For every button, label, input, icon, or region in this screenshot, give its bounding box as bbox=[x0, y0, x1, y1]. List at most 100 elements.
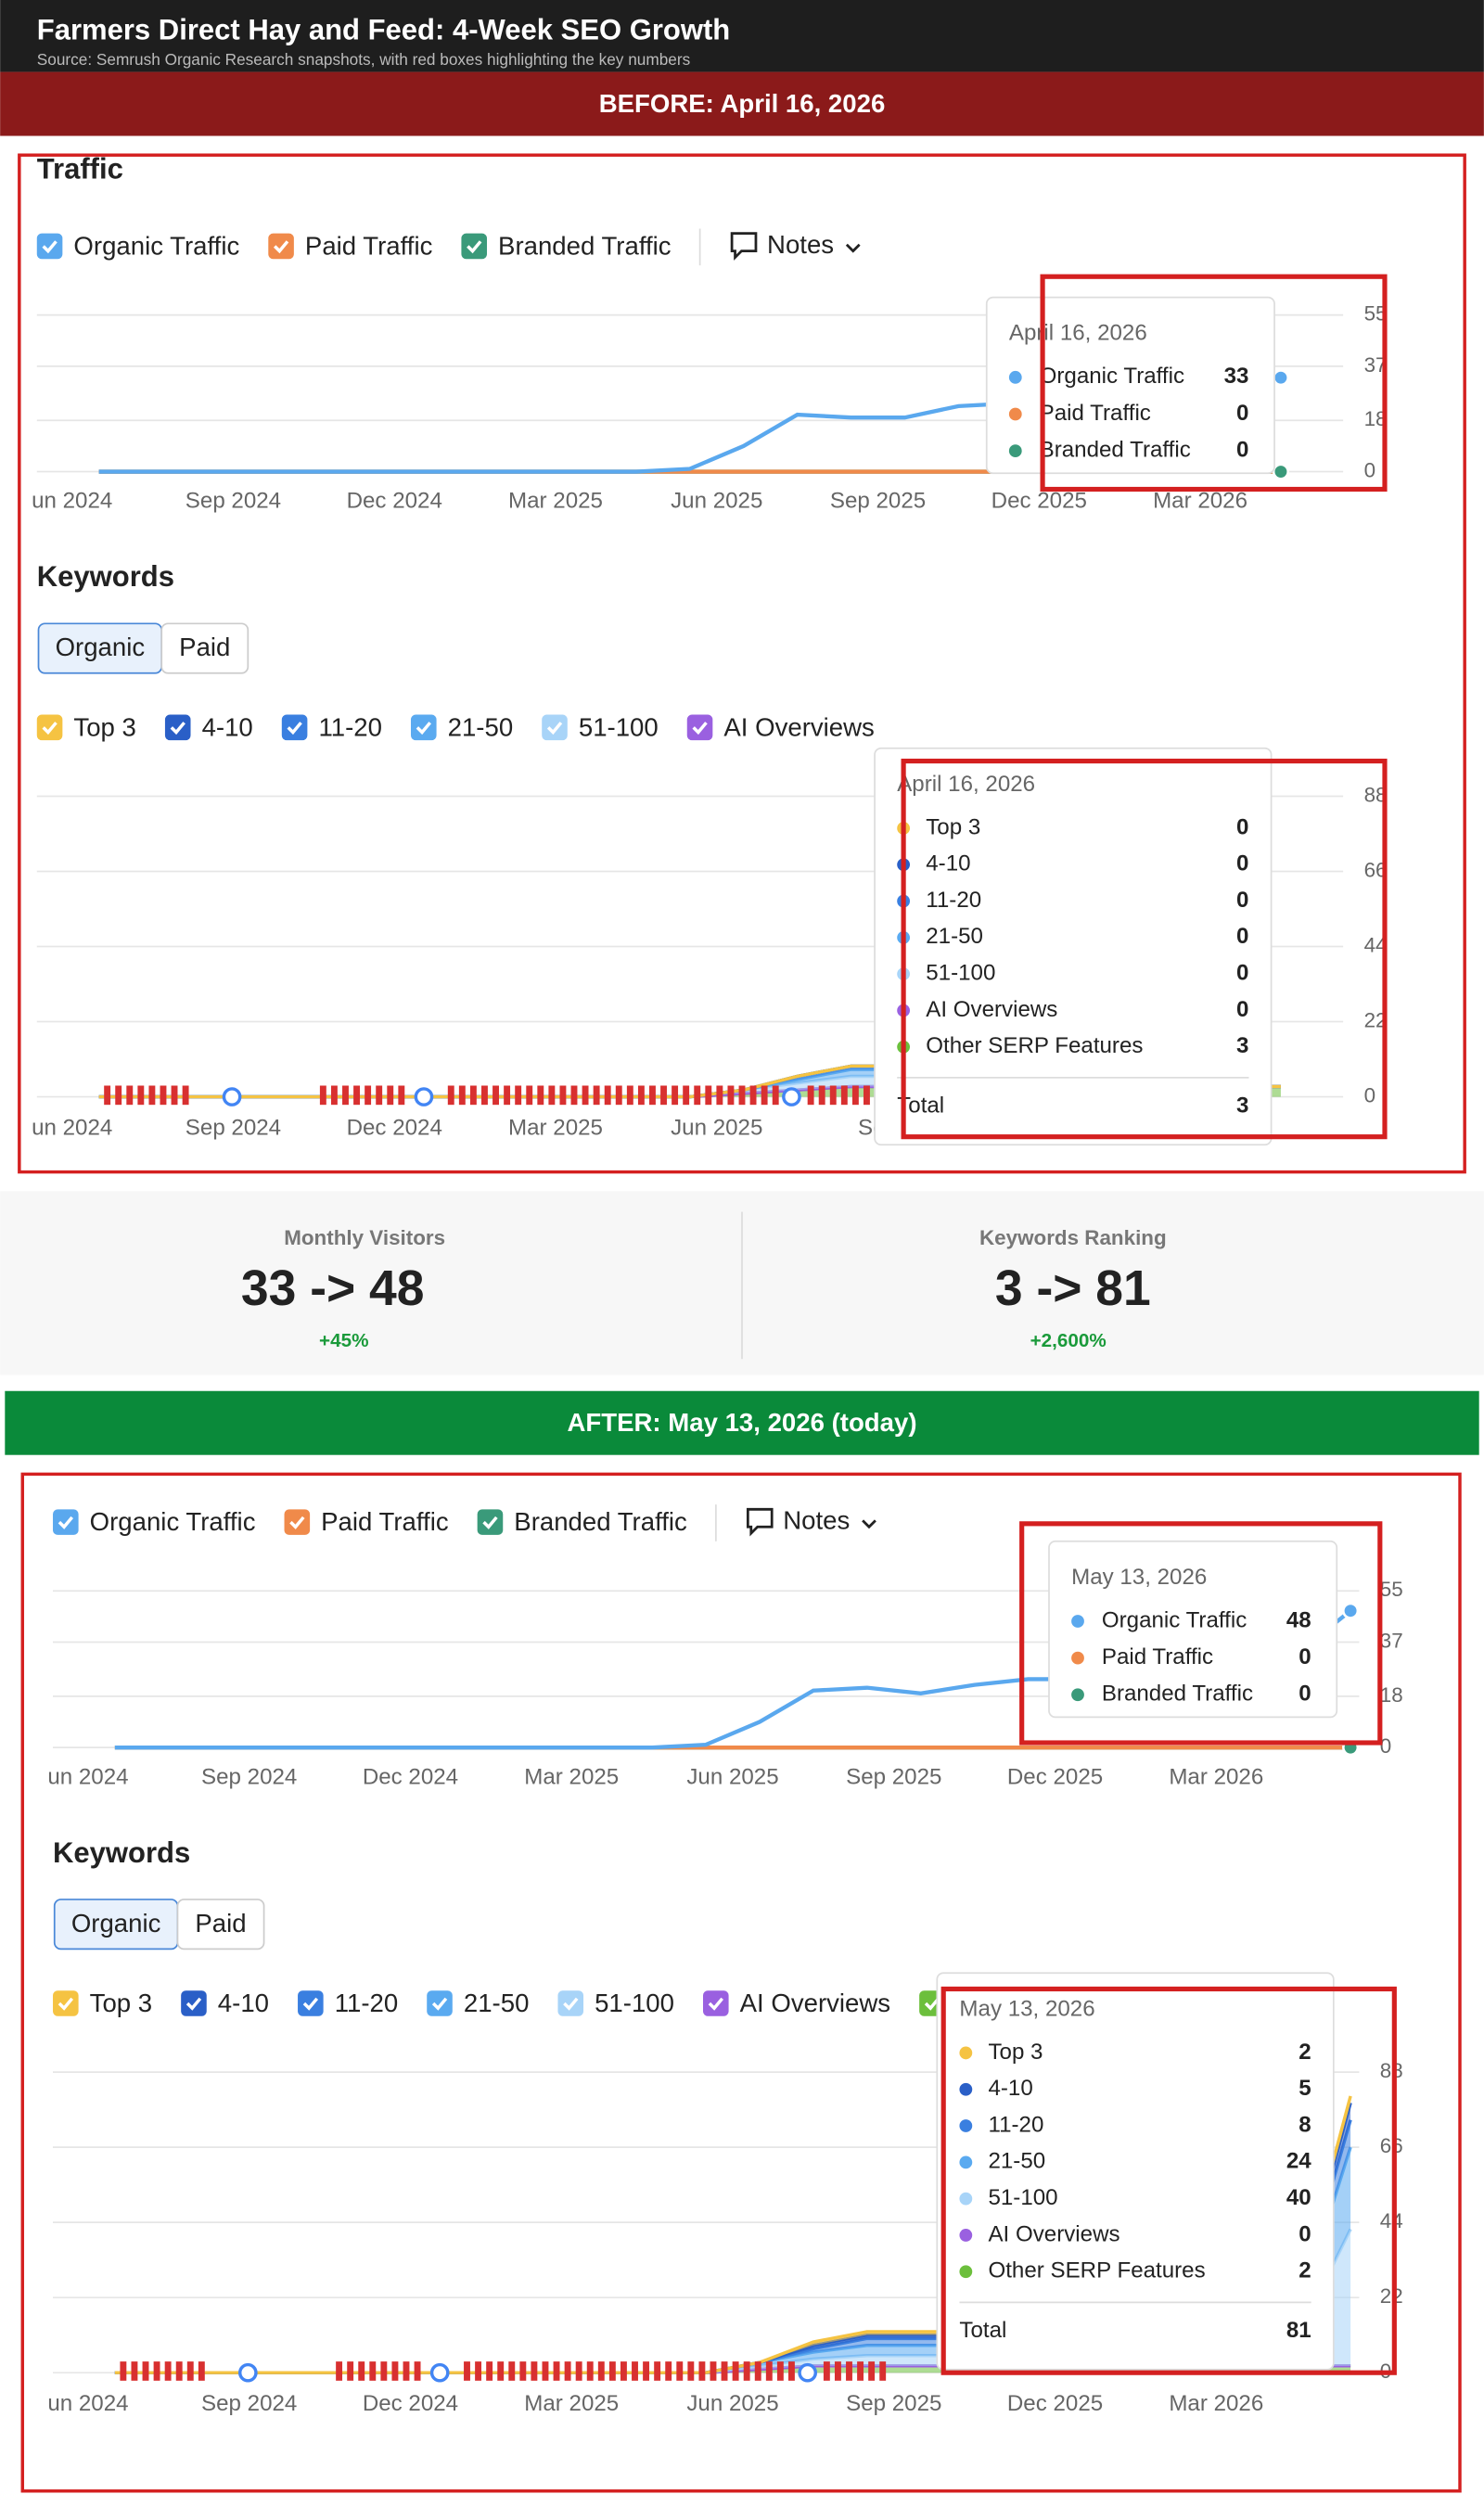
notes-button[interactable]: Notes bbox=[767, 230, 834, 259]
event-marker bbox=[604, 1085, 611, 1106]
x-tick-label: Jun 2025 bbox=[671, 489, 762, 514]
tab-label: Paid bbox=[179, 633, 230, 661]
chevron bbox=[845, 243, 861, 253]
event-marker bbox=[829, 1085, 837, 1106]
tooltip-dot bbox=[959, 2082, 973, 2096]
event-marker bbox=[879, 2361, 887, 2381]
y-tick-label: 44 bbox=[1380, 2209, 1403, 2232]
x-tick-label: Sep 2025 bbox=[846, 2391, 941, 2416]
x-tick-label: Sep 2024 bbox=[186, 1115, 281, 1140]
event-marker bbox=[749, 1085, 757, 1106]
event-marker bbox=[531, 2361, 538, 2381]
tooltip-value: 24 bbox=[1286, 2149, 1311, 2174]
tooltip-total: 3 bbox=[1236, 1093, 1248, 1118]
tab[interactable] bbox=[160, 622, 249, 674]
highlight-box bbox=[901, 758, 1388, 1140]
tooltip-value: 0 bbox=[1236, 997, 1248, 1022]
legend-checkbox bbox=[557, 1990, 584, 2016]
tooltip-dot bbox=[1008, 407, 1022, 421]
tooltip-value: 0 bbox=[1236, 961, 1248, 986]
tooltip-value: 0 bbox=[1298, 1682, 1311, 1707]
tooltip-label: 21-50 bbox=[926, 924, 983, 949]
event-marker bbox=[336, 2361, 343, 2381]
y-tick-label: 18 bbox=[1380, 1683, 1403, 1707]
tooltip-dot bbox=[959, 2192, 973, 2206]
event-marker bbox=[504, 1085, 511, 1106]
x-tick-label: Sep 2024 bbox=[186, 489, 281, 514]
event-marker bbox=[160, 1085, 167, 1106]
event-marker bbox=[851, 1085, 859, 1106]
event-marker bbox=[743, 2361, 750, 2381]
event-marker bbox=[660, 1085, 667, 1106]
tooltip-dot bbox=[959, 2046, 973, 2060]
tooltip-value: 2 bbox=[1298, 2040, 1311, 2065]
checkmark bbox=[273, 240, 289, 254]
tooltip-value: 2 bbox=[1298, 2258, 1311, 2283]
legend-checkbox bbox=[53, 1509, 79, 1535]
legend-checkbox bbox=[36, 714, 63, 741]
tooltip-value: 0 bbox=[1298, 1644, 1311, 1669]
event-marker bbox=[716, 1085, 723, 1106]
x-tick-label: un 2024 bbox=[47, 2391, 128, 2416]
notes-button[interactable]: Notes bbox=[783, 1505, 850, 1534]
x-tick-label: Dec 2025 bbox=[991, 489, 1087, 514]
panels: Traffic Organic Traffic Paid Traffic Brande… bbox=[32, 153, 1403, 2416]
tooltip-dot bbox=[1008, 370, 1022, 384]
event-marker bbox=[626, 1085, 633, 1106]
tooltip-value: 0 bbox=[1236, 888, 1248, 913]
x-tick-label: un 2024 bbox=[32, 489, 112, 514]
tooltip-value: 5 bbox=[1298, 2076, 1311, 2101]
legend-label: Paid Traffic bbox=[321, 1507, 449, 1536]
tooltip-value: 0 bbox=[1236, 814, 1248, 839]
event-marker bbox=[615, 1085, 622, 1106]
event-marker bbox=[319, 1085, 326, 1106]
event-marker bbox=[153, 2361, 160, 2381]
tooltip-dot bbox=[1071, 1615, 1084, 1628]
x-tick-label: Dec 2024 bbox=[363, 1764, 458, 1789]
legend-label: Organic Traffic bbox=[73, 231, 239, 260]
x-tick-label: Dec 2025 bbox=[1007, 2391, 1103, 2416]
tooltip-label: Other SERP Features bbox=[988, 2258, 1205, 2283]
event-marker bbox=[620, 2361, 627, 2381]
event-marker bbox=[698, 2361, 706, 2381]
tooltip-label: Organic Traffic bbox=[1040, 364, 1184, 389]
summary-value: 3 -> 81 bbox=[995, 1261, 1151, 1316]
tooltip-label: AI Overviews bbox=[926, 997, 1057, 1022]
summary-label: Keywords Ranking bbox=[979, 1226, 1167, 1249]
google-marker bbox=[414, 1087, 434, 1106]
legend-label: 21-50 bbox=[448, 712, 514, 741]
legend-label: Paid Traffic bbox=[305, 231, 433, 260]
tooltip-value: 0 bbox=[1236, 924, 1248, 949]
event-marker bbox=[582, 1085, 589, 1106]
hover-dot bbox=[1342, 1602, 1360, 1619]
tooltip-value: 0 bbox=[1298, 2221, 1311, 2246]
tab[interactable] bbox=[176, 1899, 265, 1951]
section-title: Keywords bbox=[53, 1836, 190, 1869]
event-marker bbox=[637, 1085, 645, 1106]
legend-label: Top 3 bbox=[73, 712, 135, 741]
x-tick-label: Mar 2025 bbox=[524, 1764, 619, 1789]
event-marker bbox=[447, 1085, 454, 1106]
google-marker bbox=[222, 1087, 242, 1106]
checkmark bbox=[416, 722, 431, 735]
legend-checkbox bbox=[298, 1990, 324, 2016]
highlight-box bbox=[940, 1986, 1397, 2375]
event-marker bbox=[548, 1085, 556, 1106]
event-marker bbox=[676, 2361, 684, 2381]
tooltip-label: AI Overviews bbox=[988, 2221, 1119, 2246]
event-marker bbox=[672, 1085, 679, 1106]
x-tick-label: un 2024 bbox=[32, 1115, 112, 1140]
x-tick-label: Sep 2024 bbox=[201, 1764, 297, 1789]
event-marker bbox=[649, 1085, 656, 1106]
x-tick-label: Dec 2024 bbox=[347, 489, 442, 514]
event-marker bbox=[358, 2361, 365, 2381]
tooltip bbox=[1048, 1540, 1338, 1719]
tooltip-dot bbox=[1071, 1651, 1084, 1665]
tooltip-label: 51-100 bbox=[988, 2185, 1057, 2210]
event-marker bbox=[537, 1085, 544, 1106]
legend-label: Branded Traffic bbox=[498, 231, 672, 260]
y-tick-label: 0 bbox=[1364, 1083, 1375, 1106]
checkmark bbox=[302, 1997, 319, 2011]
after-banner bbox=[5, 1390, 1479, 1455]
x-tick-label: Dec 2024 bbox=[363, 2391, 458, 2416]
